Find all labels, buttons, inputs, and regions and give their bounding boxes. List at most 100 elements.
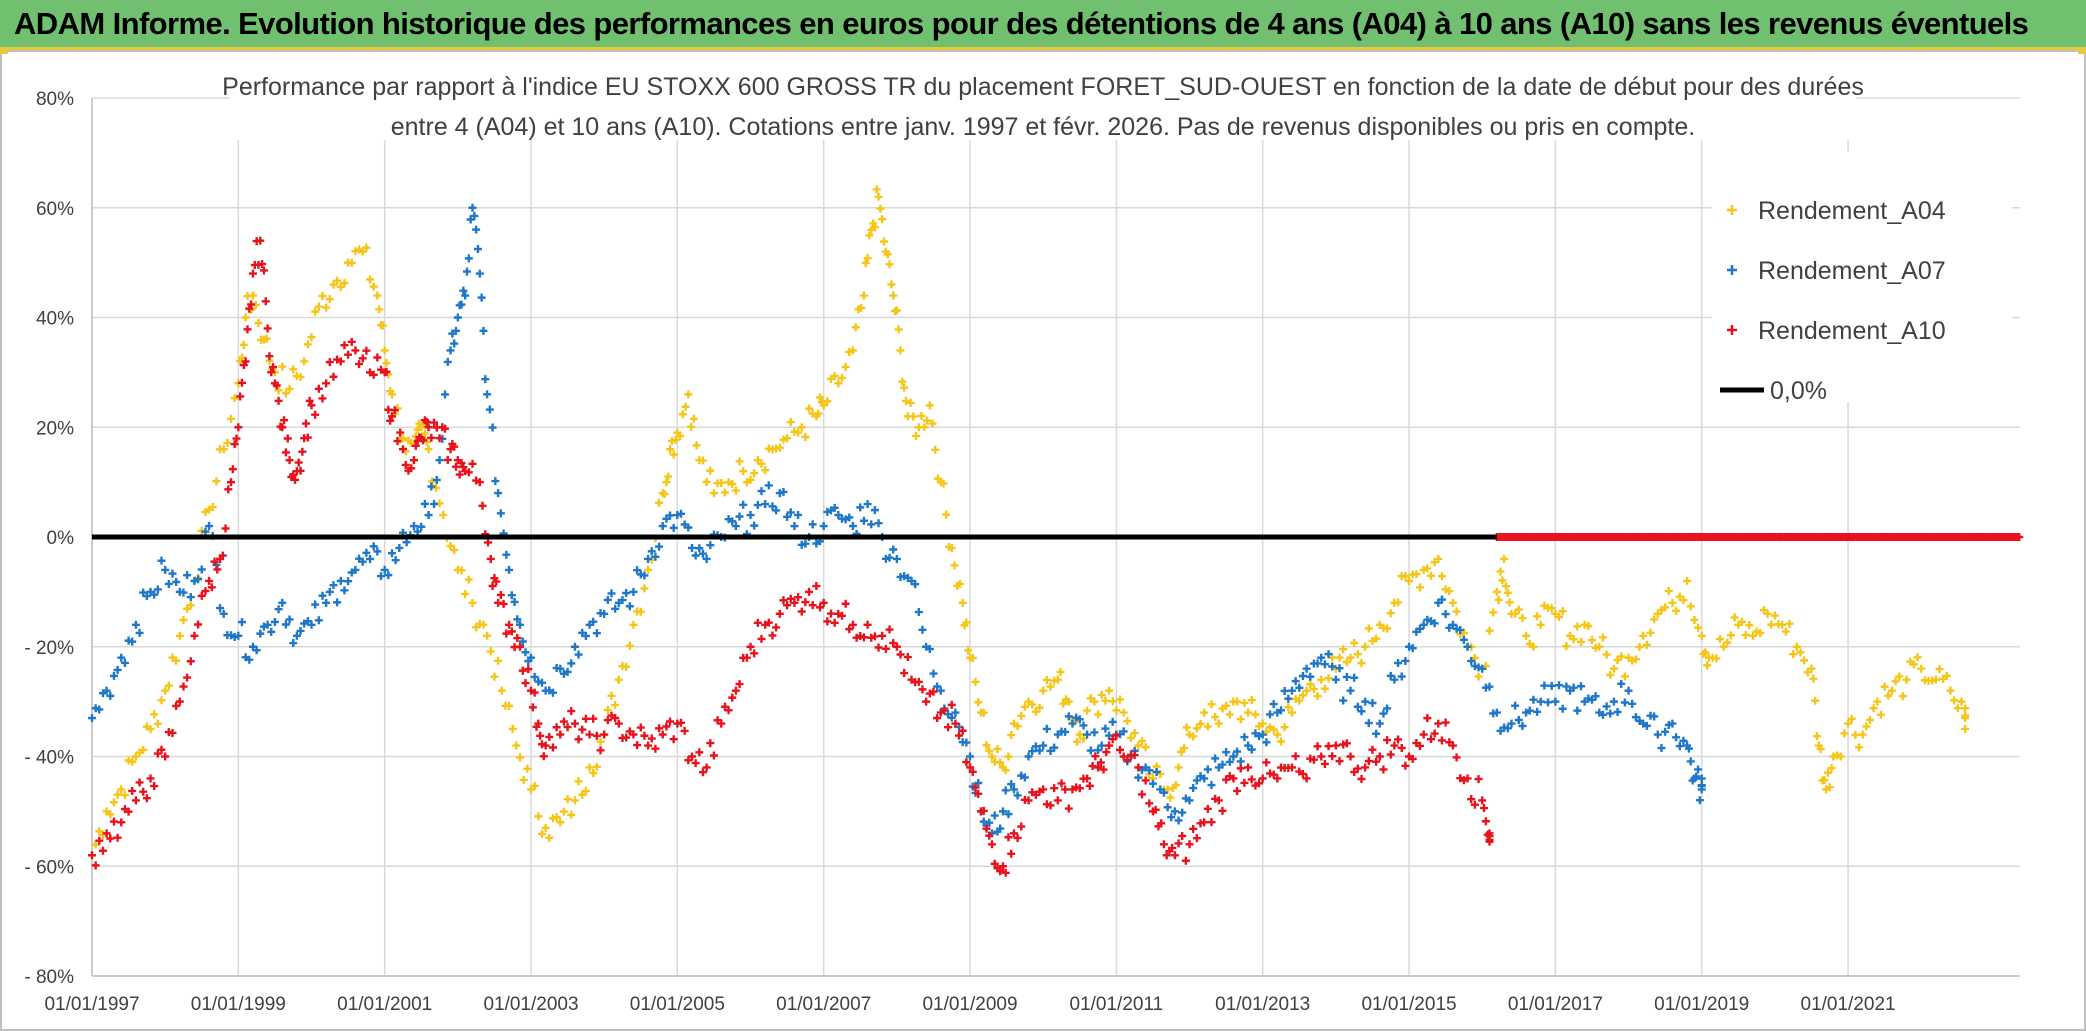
data-point-rendement_a10 — [409, 456, 418, 465]
data-point-rendement_a07 — [494, 489, 503, 498]
data-point-rendement_a04 — [537, 829, 546, 838]
data-point-rendement_a04 — [387, 390, 396, 399]
data-point-rendement_a10 — [146, 774, 155, 783]
data-point-rendement_a07 — [1079, 721, 1088, 730]
data-point-rendement_a04 — [1007, 731, 1016, 740]
data-point-rendement_a07 — [510, 597, 519, 606]
data-point-rendement_a04 — [1737, 617, 1746, 626]
data-point-rendement_a04 — [281, 389, 290, 398]
data-point-rendement_a10 — [1200, 818, 1209, 827]
data-point-rendement_a04 — [1902, 675, 1911, 684]
data-point-rendement_a10 — [1320, 759, 1329, 768]
data-point-rendement_a04 — [894, 325, 903, 334]
data-point-rendement_a04 — [375, 305, 384, 314]
data-point-rendement_a04 — [709, 489, 718, 498]
data-point-rendement_a10 — [390, 406, 399, 415]
data-point-rendement_a10 — [863, 620, 872, 629]
data-point-rendement_a10 — [241, 357, 250, 366]
data-point-rendement_a07 — [1437, 595, 1446, 604]
data-point-rendement_a07 — [1551, 697, 1560, 706]
data-point-rendement_a04 — [920, 423, 929, 432]
data-point-rendement_a10 — [1463, 774, 1472, 783]
data-point-rendement_a04 — [1518, 613, 1527, 622]
data-point-rendement_a04 — [1317, 675, 1326, 684]
data-point-rendement_a04 — [1298, 691, 1307, 700]
data-point-rendement_a04 — [1598, 633, 1607, 642]
data-point-rendement_a07 — [1606, 709, 1615, 718]
data-point-rendement_a04 — [1280, 723, 1289, 732]
data-point-rendement_a04 — [993, 745, 1002, 754]
data-point-rendement_a04 — [1555, 613, 1564, 622]
data-point-rendement_a10 — [236, 392, 245, 401]
data-point-rendement_a07 — [450, 339, 459, 348]
corner-marker-right — [2078, 50, 2086, 54]
data-point-rendement_a04 — [614, 675, 623, 684]
data-point-rendement_a07 — [574, 650, 583, 659]
data-point-rendement_a04 — [1891, 677, 1900, 686]
data-point-rendement_a04 — [1489, 608, 1498, 617]
data-point-rendement_a10 — [505, 620, 514, 629]
data-point-rendement_a04 — [1320, 684, 1329, 693]
data-point-rendement_a04 — [1756, 628, 1765, 637]
data-point-rendement_a04 — [968, 654, 977, 663]
data-point-rendement_a04 — [1809, 674, 1818, 683]
data-point-rendement_a07 — [479, 326, 488, 335]
data-point-rendement_a04 — [931, 445, 940, 454]
data-point-rendement_a07 — [168, 569, 177, 578]
data-point-rendement_a07 — [845, 513, 854, 522]
data-point-rendement_a10 — [98, 846, 107, 855]
data-point-rendement_a10 — [830, 618, 839, 627]
data-point-rendement_a07 — [1467, 656, 1476, 665]
data-point-rendement_a04 — [823, 397, 832, 406]
data-point-rendement_a07 — [600, 609, 609, 618]
data-point-rendement_a10 — [303, 433, 312, 442]
data-point-rendement_a04 — [559, 807, 568, 816]
data-point-rendement_a04 — [179, 616, 188, 625]
data-point-rendement_a07 — [322, 598, 331, 607]
data-point-rendement_a10 — [1013, 833, 1022, 842]
data-point-rendement_a04 — [1844, 719, 1853, 728]
data-point-rendement_a10 — [1083, 774, 1092, 783]
data-point-rendement_a04 — [1137, 737, 1146, 746]
data-point-rendement_a10 — [393, 437, 402, 446]
data-point-rendement_a04 — [1609, 664, 1618, 673]
data-point-rendement_a04 — [1094, 710, 1103, 719]
data-point-rendement_a07 — [537, 678, 546, 687]
data-point-rendement_a07 — [1339, 696, 1348, 705]
data-point-rendement_a07 — [1401, 656, 1410, 665]
data-point-rendement_a04 — [1498, 576, 1507, 585]
data-point-rendement_a10 — [344, 350, 353, 359]
data-point-rendement_a07 — [325, 587, 334, 596]
data-point-rendement_a07 — [409, 522, 418, 531]
data-point-rendement_a04 — [735, 457, 744, 466]
data-point-rendement_a10 — [1478, 796, 1487, 805]
data-point-rendement_a10 — [746, 642, 755, 651]
data-point-rendement_a04 — [128, 757, 137, 766]
data-point-rendement_a04 — [1073, 737, 1082, 746]
data-point-rendement_a07 — [1287, 686, 1296, 695]
data-point-rendement_a07 — [496, 509, 505, 518]
data-point-rendement_a04 — [420, 429, 429, 438]
data-point-rendement_a10 — [790, 598, 799, 607]
data-point-rendement_a10 — [109, 817, 118, 826]
data-point-rendement_a10 — [885, 625, 894, 634]
data-point-rendement_a10 — [1244, 763, 1253, 772]
data-point-rendement_a07 — [1266, 710, 1275, 719]
data-point-rendement_a04 — [1668, 598, 1677, 607]
data-point-rendement_a07 — [314, 616, 323, 625]
data-point-rendement_a04 — [505, 701, 514, 710]
data-point-rendement_a04 — [1276, 737, 1285, 746]
data-point-rendement_a04 — [369, 282, 378, 291]
data-point-rendement_a10 — [441, 424, 450, 433]
data-point-rendement_a04 — [1862, 722, 1871, 731]
data-point-rendement_a04 — [431, 483, 440, 492]
data-point-rendement_a07 — [998, 807, 1007, 816]
data-point-rendement_a07 — [607, 589, 616, 598]
data-point-rendement_a04 — [783, 434, 792, 443]
data-point-rendement_a10 — [1258, 774, 1267, 783]
data-point-rendement_a04 — [1851, 730, 1860, 739]
data-point-rendement_a07 — [1419, 620, 1428, 629]
data-point-rendement_a07 — [1262, 738, 1271, 747]
data-point-rendement_a10 — [382, 367, 391, 376]
data-point-rendement_a07 — [1174, 816, 1183, 825]
